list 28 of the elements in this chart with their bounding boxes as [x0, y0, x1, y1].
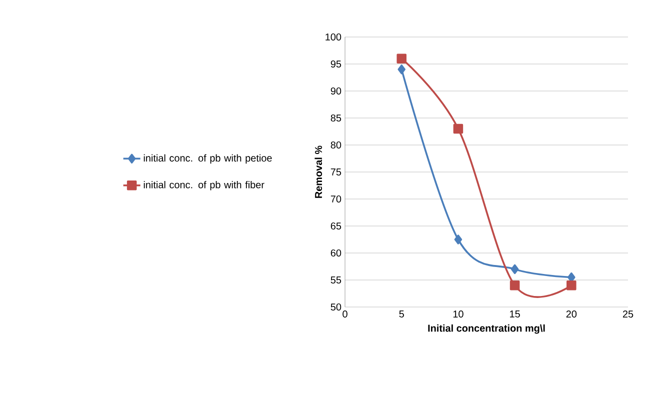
point — [396, 54, 406, 64]
x-tick-label: 25 — [622, 310, 634, 318]
y-tick-label: 65 — [330, 222, 342, 230]
legend-label: initial conc. of pb with fiber — [144, 180, 264, 190]
y-tick-label: 75 — [330, 168, 342, 176]
point — [454, 234, 462, 244]
y-tick-label: 70 — [330, 195, 342, 203]
x-tick-label: 20 — [566, 310, 577, 318]
y-tick-label: 95 — [330, 60, 342, 68]
y-tick-label: 100 — [326, 33, 342, 41]
x-tick-label: 5 — [399, 310, 404, 318]
y-tick-label: 50 — [330, 303, 342, 311]
x-tick-label: 10 — [453, 310, 464, 318]
point — [453, 124, 464, 134]
x-tick-label: 15 — [510, 310, 520, 318]
point — [510, 280, 520, 290]
x-axis-title: Initial concentration mg\l — [428, 324, 545, 334]
legend-label: initial conc. of pb with petioe — [144, 154, 272, 164]
y-axis-title: Removal % — [314, 146, 322, 198]
point — [566, 280, 576, 290]
y-tick-label: 85 — [330, 114, 342, 122]
y-tick-label: 90 — [330, 87, 342, 95]
point — [510, 264, 519, 274]
y-tick-label: 80 — [330, 141, 342, 149]
y-tick-label: 55 — [330, 276, 342, 284]
y-tick-label: 60 — [330, 249, 342, 257]
x-tick-label: 0 — [342, 310, 348, 318]
point — [398, 64, 406, 74]
